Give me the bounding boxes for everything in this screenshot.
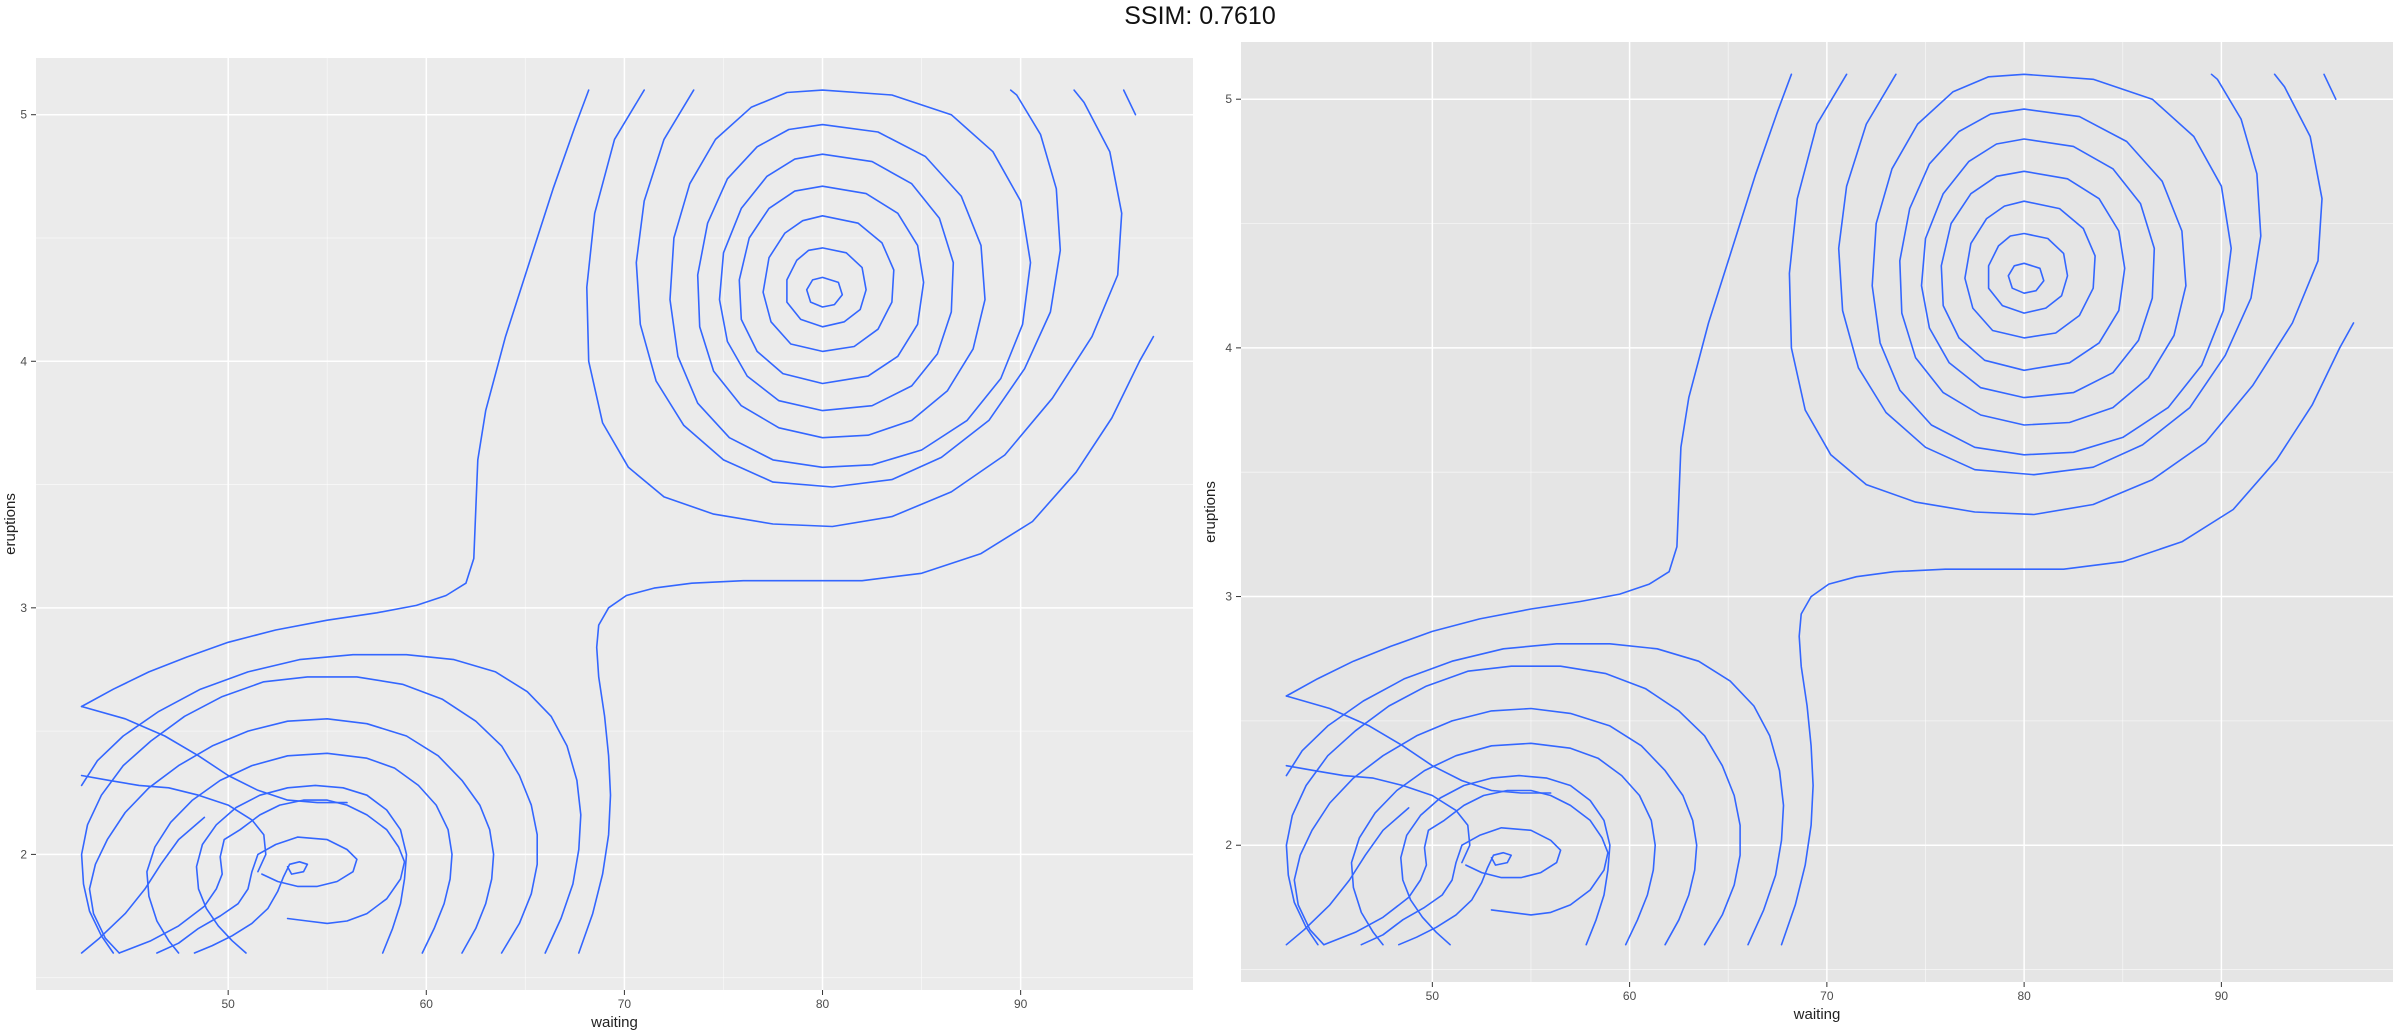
contour-line: [2323, 73, 2337, 100]
y-tick-label: 3: [20, 601, 27, 615]
contour-lines: [80, 89, 1155, 954]
contour-line: [80, 89, 590, 708]
contour-line: [1360, 827, 1562, 946]
contour-line: [193, 861, 309, 954]
contour-line: [1122, 89, 1137, 116]
x-tick-label: 80: [816, 997, 830, 1011]
contour-lines: [1285, 73, 2355, 946]
contour-line: [718, 153, 955, 412]
contour-line: [156, 836, 358, 954]
y-tick-label: 2: [20, 847, 27, 861]
contour-plot-left: 50 60 70 80 90 waiting 2 3 4 5 eruptions: [2, 58, 1193, 1031]
page-title: SSIM: 0.7610: [1124, 2, 1276, 30]
x-tick-label: 80: [2017, 989, 2031, 1003]
contour-line: [1285, 643, 1785, 946]
contour-line: [1871, 73, 2232, 456]
x-axis-title: waiting: [590, 1014, 638, 1031]
contour-line: [669, 89, 1032, 469]
contour-line: [146, 752, 453, 954]
contour-line: [805, 276, 844, 308]
major-grid: [1241, 42, 2393, 982]
contour-line: [586, 89, 1123, 528]
y-tick-label: 3: [1225, 590, 1232, 604]
contour-line: [1788, 73, 2323, 516]
contour-line: [1293, 707, 1698, 946]
contour-line: [578, 335, 1155, 954]
contour-line: [762, 215, 895, 353]
contour-line: [1350, 742, 1656, 946]
contour-line: [195, 784, 408, 954]
contour-line: [1964, 200, 2096, 339]
y-axis-title: eruptions: [1202, 481, 1219, 543]
y-tick-label: 2: [1225, 838, 1232, 852]
x-tick-label: 50: [1426, 989, 1440, 1003]
y-tick-label: 4: [1225, 341, 1232, 355]
major-grid: [36, 58, 1193, 990]
x-axis-title: waiting: [1793, 1006, 1841, 1023]
x-tick-label: 50: [221, 997, 235, 1011]
contour-line: [2007, 262, 2045, 294]
x-tick-label: 90: [1014, 997, 1028, 1011]
x-tick-label: 70: [1820, 989, 1834, 1003]
contour-line: [1940, 170, 2126, 372]
y-tick-label: 5: [1225, 92, 1232, 106]
contour-line: [1285, 764, 1471, 864]
y-axis-title: eruptions: [2, 493, 19, 555]
y-tick-label: 4: [20, 354, 27, 368]
y-axis: 2 3 4 5 eruptions: [1202, 92, 1241, 852]
contour-line: [80, 816, 206, 954]
contour-line: [1285, 807, 1410, 946]
contour-line: [80, 774, 267, 873]
x-tick-label: 60: [1623, 989, 1637, 1003]
x-axis: 50 60 70 80 90 waiting: [1426, 982, 2229, 1023]
contour-line: [786, 247, 867, 328]
contour-line: [88, 718, 495, 954]
contour-line: [1285, 73, 1793, 697]
contour-line: [1987, 232, 2069, 314]
contour-line: [1837, 73, 2262, 476]
x-tick-label: 90: [2215, 989, 2229, 1003]
contour-line: [118, 799, 406, 954]
x-tick-label: 60: [420, 997, 434, 1011]
contour-line: [1780, 322, 2355, 946]
contour-line: [80, 653, 582, 954]
contour-line: [1920, 138, 2156, 399]
contour-line: [1899, 108, 2187, 426]
contour-line: [1285, 665, 1741, 946]
contour-line: [80, 676, 538, 954]
contour-line: [1323, 789, 1609, 946]
contour-line: [1398, 851, 1512, 946]
contour-line: [696, 123, 986, 439]
contour-line: [1285, 695, 1552, 794]
contour-line: [635, 89, 1062, 488]
contour-line: [738, 185, 925, 385]
x-axis: 50 60 70 80 90 waiting: [221, 990, 1028, 1031]
y-tick-label: 5: [20, 108, 27, 122]
contour-plot-right: 50 60 70 80 90 waiting 2 3 4 5 eruptions: [1202, 42, 2393, 1023]
y-axis: 2 3 4 5 eruptions: [2, 108, 36, 861]
x-tick-label: 70: [618, 997, 632, 1011]
contour-line: [1400, 774, 1611, 946]
